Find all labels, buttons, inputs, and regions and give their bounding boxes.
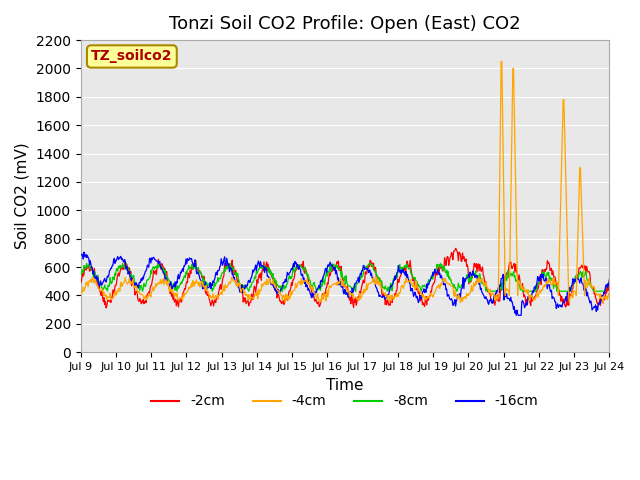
Legend: -2cm, -4cm, -8cm, -16cm: -2cm, -4cm, -8cm, -16cm bbox=[146, 389, 544, 414]
Text: TZ_soilco2: TZ_soilco2 bbox=[91, 49, 173, 63]
Title: Tonzi Soil CO2 Profile: Open (East) CO2: Tonzi Soil CO2 Profile: Open (East) CO2 bbox=[169, 15, 521, 33]
Y-axis label: Soil CO2 (mV): Soil CO2 (mV) bbox=[15, 143, 30, 250]
X-axis label: Time: Time bbox=[326, 377, 364, 393]
